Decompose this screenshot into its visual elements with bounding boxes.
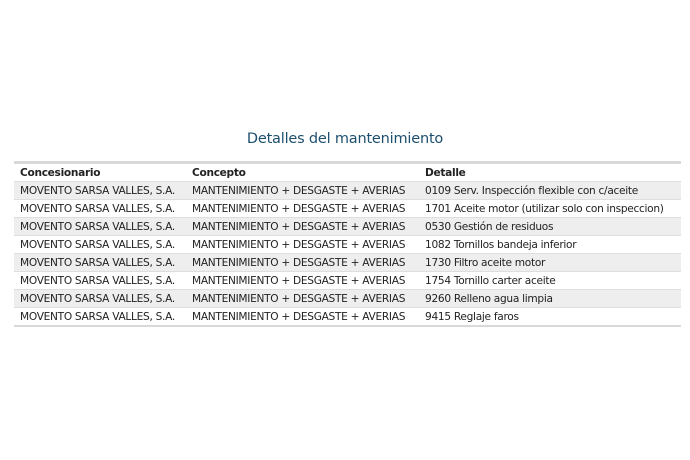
cell-concesionario: MOVENTO SARSA VALLES, S.A. (14, 217, 186, 236)
table-header-row: Concesionario Concepto Detalle (14, 162, 681, 182)
cell-detalle: 1730 Filtro aceite motor (419, 253, 681, 272)
cell-concepto: MANTENIMIENTO + DESGASTE + AVERIAS (186, 181, 419, 200)
table-row: MOVENTO SARSA VALLES, S.A. MANTENIMIENTO … (14, 235, 681, 254)
cell-concesionario: MOVENTO SARSA VALLES, S.A. (14, 181, 186, 200)
cell-concepto: MANTENIMIENTO + DESGASTE + AVERIAS (186, 307, 419, 327)
column-header-concepto: Concepto (186, 162, 419, 182)
table-row: MOVENTO SARSA VALLES, S.A. MANTENIMIENTO … (14, 181, 681, 200)
cell-concesionario: MOVENTO SARSA VALLES, S.A. (14, 289, 186, 308)
table-row: MOVENTO SARSA VALLES, S.A. MANTENIMIENTO … (14, 199, 681, 218)
column-header-detalle: Detalle (419, 162, 681, 182)
cell-detalle: 1754 Tornillo carter aceite (419, 271, 681, 290)
table-row: MOVENTO SARSA VALLES, S.A. MANTENIMIENTO … (14, 307, 681, 327)
cell-detalle: 0109 Serv. Inspección flexible con c/ace… (419, 181, 681, 200)
cell-concepto: MANTENIMIENTO + DESGASTE + AVERIAS (186, 235, 419, 254)
cell-detalle: 1082 Tornillos bandeja inferior (419, 235, 681, 254)
cell-concepto: MANTENIMIENTO + DESGASTE + AVERIAS (186, 199, 419, 218)
table-row: MOVENTO SARSA VALLES, S.A. MANTENIMIENTO … (14, 217, 681, 236)
cell-concesionario: MOVENTO SARSA VALLES, S.A. (14, 199, 186, 218)
column-header-concesionario: Concesionario (14, 162, 186, 182)
cell-concesionario: MOVENTO SARSA VALLES, S.A. (14, 271, 186, 290)
cell-concepto: MANTENIMIENTO + DESGASTE + AVERIAS (186, 271, 419, 290)
page-title: Detalles del mantenimiento (246, 131, 444, 147)
maintenance-table: Concesionario Concepto Detalle MOVENTO S… (14, 161, 681, 327)
table-row: MOVENTO SARSA VALLES, S.A. MANTENIMIENTO … (14, 271, 681, 290)
table-row: MOVENTO SARSA VALLES, S.A. MANTENIMIENTO … (14, 289, 681, 308)
cell-detalle: 9260 Relleno agua limpia (419, 289, 681, 308)
cell-detalle: 0530 Gestión de residuos (419, 217, 681, 236)
cell-detalle: 9415 Reglaje faros (419, 307, 681, 327)
cell-concesionario: MOVENTO SARSA VALLES, S.A. (14, 307, 186, 327)
cell-concepto: MANTENIMIENTO + DESGASTE + AVERIAS (186, 253, 419, 272)
cell-concesionario: MOVENTO SARSA VALLES, S.A. (14, 253, 186, 272)
cell-concepto: MANTENIMIENTO + DESGASTE + AVERIAS (186, 289, 419, 308)
table-row: MOVENTO SARSA VALLES, S.A. MANTENIMIENTO … (14, 253, 681, 272)
cell-concesionario: MOVENTO SARSA VALLES, S.A. (14, 235, 186, 254)
cell-concepto: MANTENIMIENTO + DESGASTE + AVERIAS (186, 217, 419, 236)
cell-detalle: 1701 Aceite motor (utilizar solo con ins… (419, 199, 681, 218)
